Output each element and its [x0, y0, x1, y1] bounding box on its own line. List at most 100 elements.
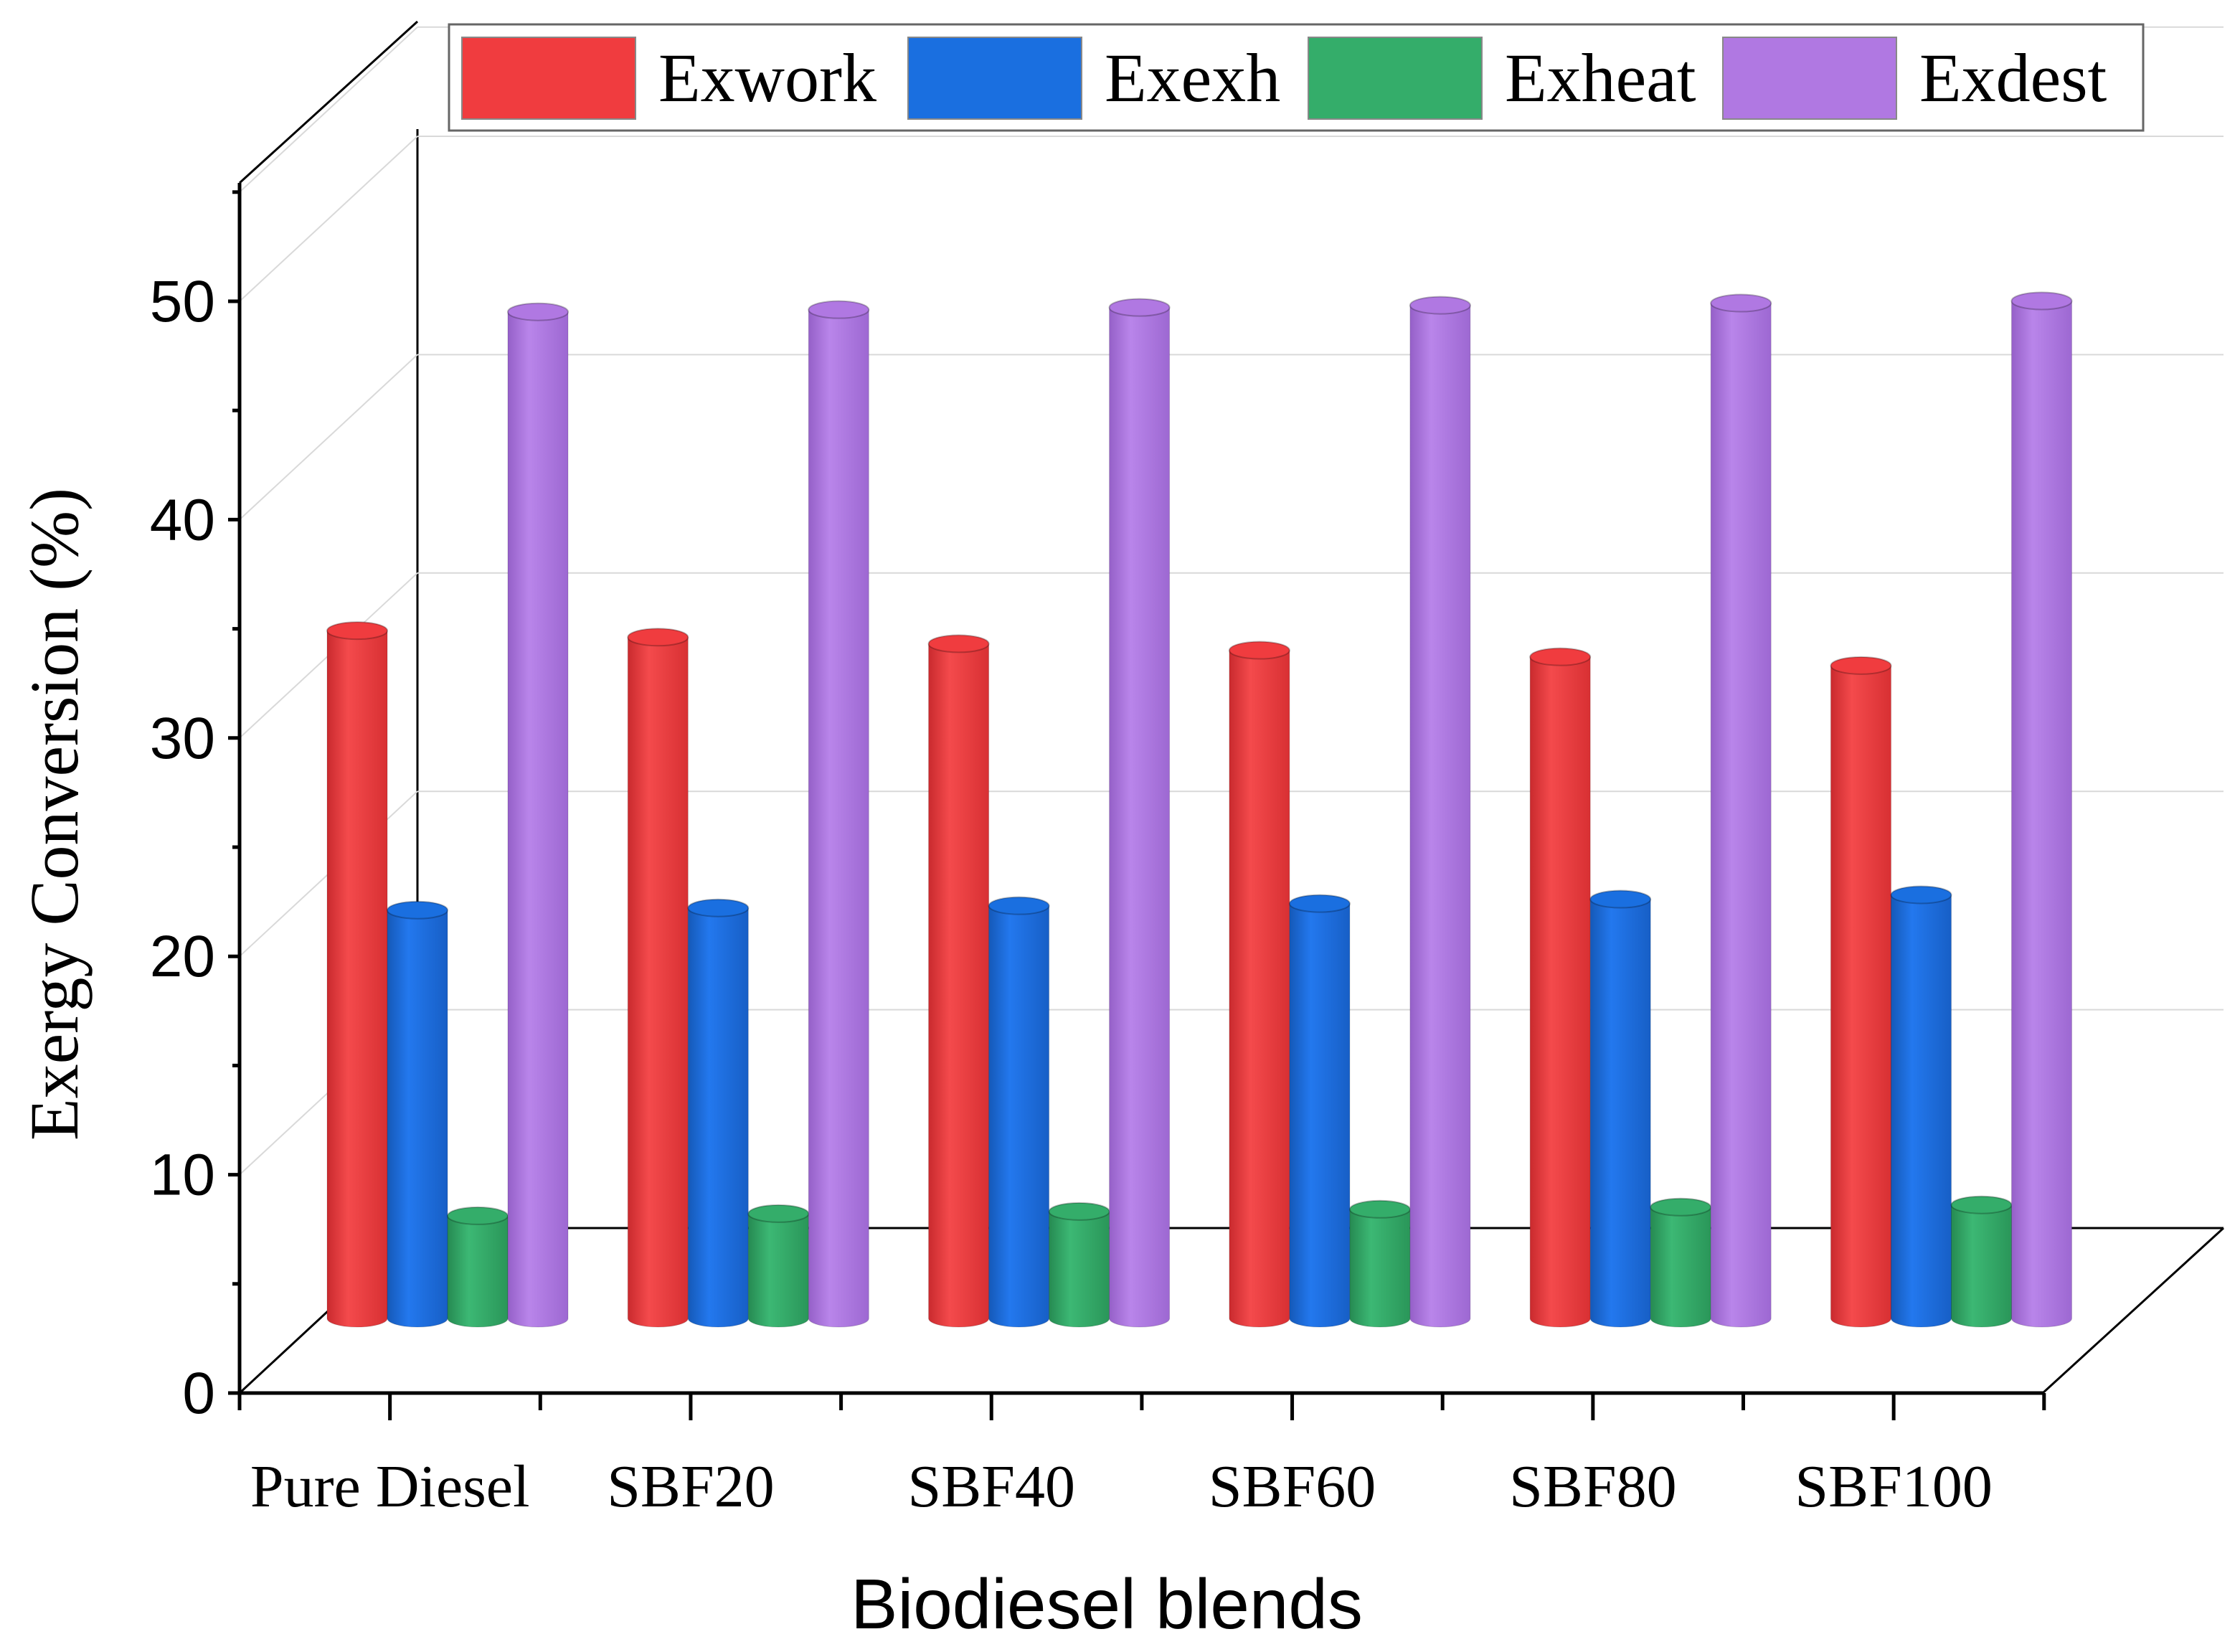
y-tick-label: 0 [182, 1361, 215, 1426]
bar-body [988, 905, 1050, 1328]
top-left-diagonal [238, 20, 419, 184]
y-tick-label: 10 [150, 1143, 215, 1208]
bar-body [2011, 300, 2072, 1328]
bar-cap [1710, 293, 1772, 313]
bar-cap [1950, 1195, 2013, 1214]
bar-body [627, 636, 689, 1328]
bar-cap [1108, 298, 1171, 317]
bars [326, 291, 2073, 1328]
bar-body [1589, 899, 1651, 1328]
bar-cap [1650, 1197, 1712, 1217]
bar-body [1349, 1209, 1411, 1328]
bar-cap [387, 900, 448, 920]
bar-cap [627, 628, 689, 647]
bar-cap [1348, 1199, 1411, 1219]
bar-body [1650, 1207, 1711, 1328]
bar-cap [808, 300, 870, 319]
bar-exdest [2010, 291, 2073, 1328]
bar-exheat [447, 1206, 509, 1328]
bar-body [1951, 1204, 2012, 1328]
x-tick-label: SBF40 [908, 1453, 1075, 1520]
y-tick-label: 20 [150, 924, 215, 989]
bar-exheat [1650, 1197, 1712, 1328]
gridline-side [239, 136, 418, 302]
bar-cap [447, 1206, 509, 1225]
x-axis-ticks: Pure Diesel SBF20 SBF40 SBF60 SBF80 SBF100 [237, 1393, 2046, 1520]
bar-cap [1228, 641, 1290, 660]
bar-exwork [1830, 656, 1892, 1328]
bar-cap [507, 302, 569, 321]
bar-exdest [1409, 296, 1471, 1328]
bar-body [387, 910, 448, 1328]
bar-exwork [1228, 641, 1290, 1328]
bar-body [1229, 650, 1290, 1328]
bar-cap [1830, 656, 1892, 675]
legend-swatch-exdest [1722, 37, 1897, 120]
bar-exexh [1589, 889, 1652, 1328]
bar-cap [1529, 647, 1592, 666]
bar-exdest [1108, 298, 1171, 1328]
bar-cap [747, 1204, 810, 1223]
bar-body [687, 907, 749, 1328]
bar-exwork [927, 634, 990, 1328]
gridline-side [239, 354, 418, 521]
bar-body [326, 630, 388, 1328]
y-tick-label: 30 [150, 706, 215, 771]
bar-body [1049, 1211, 1110, 1328]
bar-cap [1288, 894, 1351, 913]
bar-body [808, 309, 869, 1328]
bar-body [1891, 894, 1952, 1328]
bar-cap [1890, 885, 1952, 905]
bar-body [928, 643, 990, 1328]
x-axis-title: Biodiesel blends [851, 1564, 1363, 1643]
bar-exheat [1348, 1199, 1411, 1328]
x-tick-label: Pure Diesel [250, 1453, 530, 1520]
x-tick-label: SBF80 [1509, 1453, 1676, 1520]
bar-body [1409, 305, 1471, 1328]
x-tick-label: SBF60 [1209, 1453, 1376, 1520]
bar-cap [326, 621, 388, 641]
legend-label-exdest: Exdest [1919, 39, 2107, 116]
bar-body [1529, 656, 1591, 1328]
bar-body [1830, 665, 1891, 1328]
bar-exheat [747, 1204, 810, 1328]
bar-body [507, 311, 569, 1328]
bar-exexh [1890, 885, 1952, 1328]
y-tick-label: 50 [150, 269, 215, 334]
gridline-side [239, 27, 418, 193]
bar-body [1710, 303, 1772, 1328]
bar-cap [687, 898, 750, 917]
bottom-right-diagonal [2041, 1227, 2225, 1394]
bar-cap [1589, 889, 1652, 909]
bar-cap [2010, 291, 2073, 311]
bar-exwork [326, 621, 388, 1328]
legend-label-exheat: Exheat [1505, 39, 1696, 116]
bar-body [447, 1215, 509, 1328]
bar-exexh [687, 898, 750, 1328]
y-axis-ticks: 0 10 20 30 40 50 [150, 190, 241, 1426]
y-tick-label: 40 [150, 487, 215, 552]
x-tick-label: SBF100 [1795, 1453, 1992, 1520]
bar-cap [927, 634, 990, 653]
bar-exdest [507, 302, 569, 1328]
bar-cap [1409, 296, 1471, 315]
bar-body [1289, 903, 1351, 1328]
bar-exwork [627, 628, 689, 1328]
bar-exwork [1529, 647, 1592, 1328]
bar-body [747, 1213, 809, 1328]
bar-exdest [1710, 293, 1772, 1328]
bar-exheat [1950, 1195, 2013, 1328]
legend-label-exexh: Exexh [1105, 39, 1280, 116]
bar-exheat [1048, 1202, 1110, 1328]
bar-exexh [1288, 894, 1351, 1328]
legend-swatch-exheat [1308, 37, 1483, 120]
legend-swatch-exexh [907, 37, 1082, 120]
legend-label-exwork: Exwork [658, 39, 876, 116]
bar-cap [1048, 1202, 1110, 1221]
bar-exexh [387, 900, 448, 1328]
legend: Exwork Exexh Exheat Exdest [448, 23, 2145, 132]
y-axis-title: Exergy Conversion (%) [16, 488, 93, 1141]
bar-body [1109, 307, 1171, 1328]
legend-swatch-exwork [461, 37, 636, 120]
